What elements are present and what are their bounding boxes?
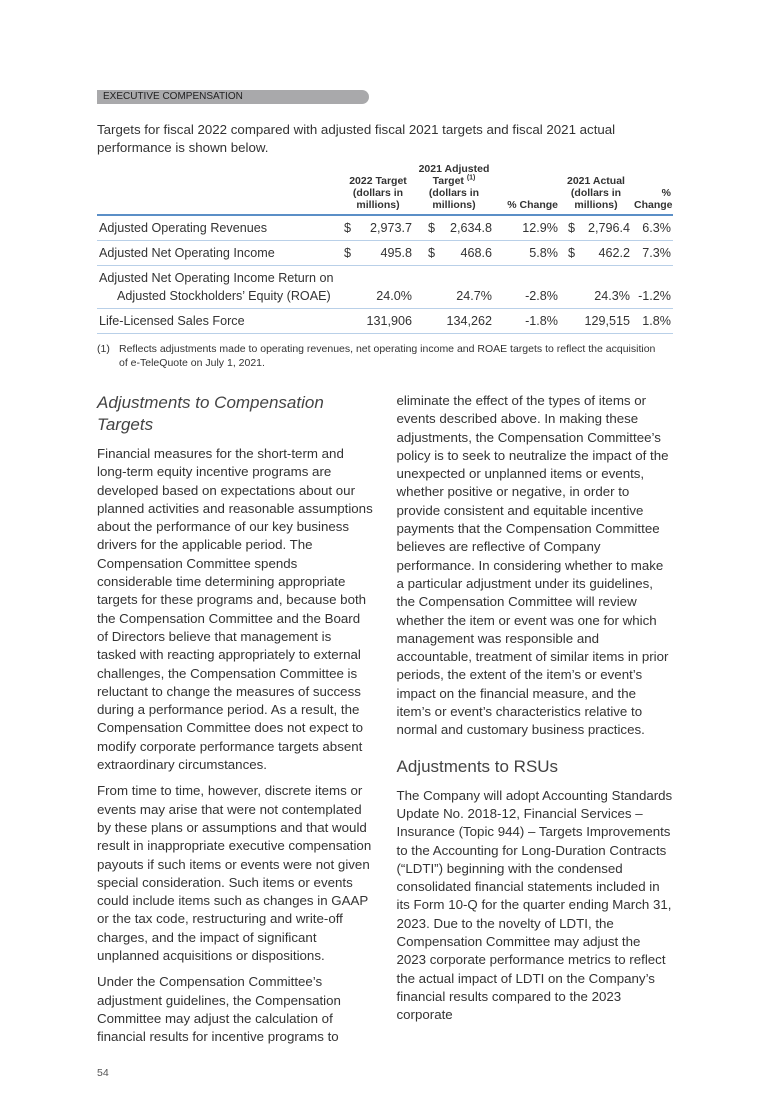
paragraph: Financial measures for the short-term an… — [97, 446, 373, 773]
header-2021-actual: 2021 Actual (dollars in millions) — [567, 175, 625, 211]
paragraph: Under the Compensation Committee’s adjus… — [97, 974, 341, 1045]
cell-2022-target: 131,906 — [342, 308, 414, 334]
heading-adjustments-compensation-targets: Adjustments to Compensation Targets — [97, 393, 324, 434]
cell-2022-target: 24.0% — [342, 265, 414, 309]
footnote: (1) Reflects adjustments made to operati… — [97, 342, 667, 370]
cell-2021-adjusted-target: 134,262 — [414, 308, 494, 334]
row-label: Adjusted Net Operating Income Return on A… — [97, 265, 342, 309]
cell-2021-actual: 129,515 — [560, 308, 632, 334]
cell-pct-change-2: 1.8% — [632, 308, 673, 334]
cell-2021-adjusted-target: $468.6 — [414, 240, 494, 266]
cell-2021-adjusted-target: $2,634.8 — [414, 215, 494, 241]
left-column: Adjustments to Compensation Targets Fina… — [97, 392, 374, 1055]
cell-pct-change: 12.9% — [494, 215, 560, 241]
cell-2021-actual: $2,796.4 — [560, 215, 632, 241]
row-label: Life-Licensed Sales Force — [97, 308, 342, 334]
page-number: 54 — [97, 1066, 109, 1079]
paragraph: The Company will adopt Accounting Standa… — [396, 787, 673, 1023]
two-column-body: Adjustments to Compensation Targets Fina… — [97, 392, 673, 1055]
header-empty — [97, 163, 342, 215]
cell-2021-actual: $462.2 — [560, 240, 632, 266]
paragraph: eliminate the effect of the types of ite… — [396, 393, 669, 738]
heading-adjustments-rsus: Adjustments to RSUs — [396, 756, 559, 776]
header-pct-change-2: % Change — [634, 187, 673, 211]
header-pct-change: % Change — [507, 199, 558, 211]
row-label: Adjusted Operating Revenues — [97, 215, 342, 241]
footnote-text: Reflects adjustments made to operating r… — [119, 343, 656, 369]
cell-pct-change: 5.8% — [494, 240, 560, 266]
cell-2022-target: $495.8 — [342, 240, 414, 266]
header-2022-target: 2022 Target (dollars in millions) — [349, 175, 407, 211]
intro-text: Targets for fiscal 2022 compared with ad… — [97, 122, 616, 155]
table-row: Adjusted Net Operating Income $495.8 $468.… — [97, 240, 673, 266]
paragraph: From time to time, however, discrete ite… — [97, 783, 372, 964]
cell-2021-adjusted-target: 24.7% — [414, 265, 494, 309]
cell-pct-change: -1.8% — [494, 308, 560, 334]
cell-pct-change-2: 6.3% — [632, 215, 673, 241]
section-tab: EXECUTIVE COMPENSATION — [97, 90, 369, 104]
table-header-row: 2022 Target (dollars in millions) 2021 Adj… — [97, 163, 673, 215]
cell-2021-actual: 24.3% — [560, 265, 632, 309]
table-row: Adjusted Operating Revenues $2,973.7 $2,63… — [97, 215, 673, 241]
header-2021-adjusted-target: 2021 Adjusted Target (1) (dollars in millio… — [418, 163, 490, 211]
footnote-number: (1) — [97, 343, 110, 355]
cell-pct-change-2: -1.2% — [632, 265, 673, 309]
table-row: Adjusted Net Operating Income Return on A… — [97, 265, 673, 309]
table-row: Life-Licensed Sales Force 131,906 134,262-… — [97, 308, 673, 334]
targets-table: 2022 Target (dollars in millions) 2021 Adj… — [97, 163, 673, 334]
cell-2022-target: $2,973.7 — [342, 215, 414, 241]
cell-pct-change-2: 7.3% — [632, 240, 673, 266]
right-column: eliminate the effect of the types of ite… — [397, 392, 674, 1033]
row-label: Adjusted Net Operating Income — [97, 240, 342, 266]
cell-pct-change: -2.8% — [494, 265, 560, 309]
